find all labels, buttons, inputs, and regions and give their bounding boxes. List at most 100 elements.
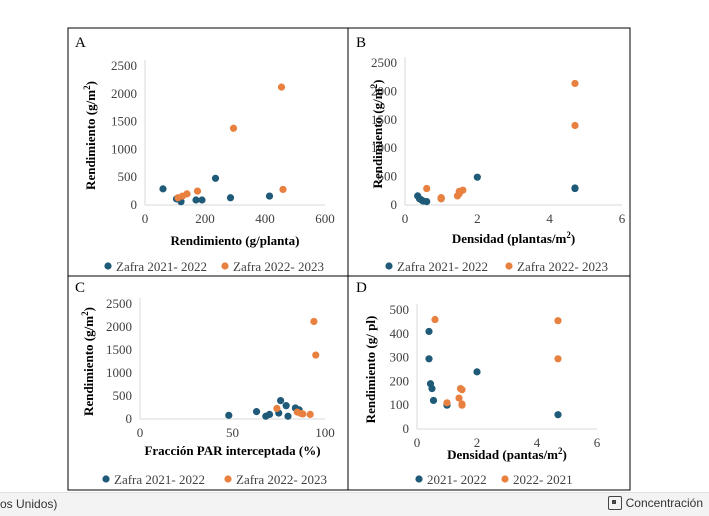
data-point-series-1 bbox=[225, 411, 233, 419]
legend-marker-series-1 bbox=[104, 262, 112, 270]
data-point-series-1 bbox=[428, 384, 436, 393]
y-tick-label: 2500 bbox=[106, 296, 132, 311]
focus-mode-label: Concentración bbox=[625, 496, 703, 510]
data-point-series-2 bbox=[312, 351, 320, 359]
data-point-series-1 bbox=[282, 402, 290, 410]
legend-marker-series-1 bbox=[102, 475, 110, 483]
data-point-series-1 bbox=[429, 396, 438, 405]
legend-label-series-2: 2022- 2021 bbox=[513, 472, 573, 487]
focus-mode-button[interactable]: Concentración bbox=[607, 496, 703, 510]
y-axis-label: Rendimiento (g/m2) bbox=[369, 80, 385, 189]
y-tick-label: 1000 bbox=[111, 141, 137, 156]
legend-label-series-1: Zafra 2021- 2022 bbox=[397, 259, 488, 274]
legend-marker-series-2 bbox=[505, 262, 513, 270]
y-tick-label: 1000 bbox=[371, 140, 397, 155]
legend-label-series-1: 2021- 2022 bbox=[427, 472, 487, 487]
y-tick-label: 500 bbox=[378, 169, 398, 184]
x-tick-label: 4 bbox=[546, 211, 553, 226]
legend-marker-series-2 bbox=[221, 262, 229, 270]
legend-label-series-1: Zafra 2021- 2022 bbox=[114, 472, 205, 487]
y-tick-label: 1500 bbox=[371, 112, 397, 127]
panel-frame bbox=[347, 275, 631, 491]
y-tick-label: 200 bbox=[390, 373, 410, 388]
x-axis-label: Rendimiento (g/planta) bbox=[171, 233, 300, 248]
data-point-series-2 bbox=[554, 317, 562, 325]
chart-panel-d: D 0 100 200 300 400 500 0 2 4 6 Densidad (pantas/m2… bbox=[347, 275, 631, 491]
y-tick-label: 100 bbox=[390, 397, 410, 412]
x-tick-label: 100 bbox=[315, 425, 335, 440]
data-point-series-1 bbox=[252, 408, 261, 416]
data-point-series-2 bbox=[459, 186, 467, 194]
y-tick-label: 1500 bbox=[111, 114, 137, 129]
y-tick-label: 2500 bbox=[111, 58, 137, 73]
y-tick-label: 400 bbox=[390, 326, 410, 341]
y-axis-label: Rendimiento (g/ pl) bbox=[363, 316, 378, 424]
chart-panel-c: C 0 500 1000 1500 2000 2500 0 50 100 Fracción PAR … bbox=[67, 275, 349, 491]
data-point-series-2 bbox=[554, 355, 562, 363]
x-tick-label: 50 bbox=[226, 425, 239, 440]
chart-panel-b: B 0 500 1000 1500 2000 2500 0 2 4 6 Densidad (plant… bbox=[347, 27, 631, 277]
data-point-series-1 bbox=[425, 327, 433, 336]
y-tick-label: 0 bbox=[391, 197, 398, 212]
x-axis-label: Fracción PAR interceptada (%) bbox=[144, 443, 320, 458]
y-tick-label: 500 bbox=[118, 169, 138, 184]
legend-label-series-2: Zafra 2022- 2023 bbox=[233, 259, 324, 274]
x-tick-label: 0 bbox=[414, 435, 421, 450]
data-point-series-1 bbox=[423, 197, 431, 206]
data-point-series-2 bbox=[571, 121, 579, 130]
legend-label-series-2: Zafra 2022- 2023 bbox=[517, 259, 608, 274]
data-point-series-2 bbox=[273, 404, 281, 413]
y-tick-label: 2000 bbox=[106, 319, 132, 334]
data-point-series-2 bbox=[279, 185, 287, 194]
x-tick-label: 200 bbox=[195, 211, 215, 226]
data-point-series-2 bbox=[229, 124, 238, 132]
y-axis-label: Rendimiento (g/m2) bbox=[82, 81, 98, 190]
y-tick-label: 1000 bbox=[106, 365, 132, 380]
legend-label-series-1: Zafra 2021- 2022 bbox=[116, 259, 207, 274]
y-tick-label: 2000 bbox=[371, 83, 397, 98]
legend-marker-series-2 bbox=[224, 475, 232, 483]
data-point-series-1 bbox=[159, 185, 167, 193]
x-tick-label: 0 bbox=[142, 211, 149, 226]
panel-label: C bbox=[75, 280, 85, 296]
chart-panel-a: A 0 500 1000 1500 2000 2500 0 200 400 600 Rendimien… bbox=[67, 27, 349, 277]
x-axis-label: Densidad (pantas/m2) bbox=[447, 446, 567, 462]
data-point-series-1 bbox=[473, 173, 481, 181]
y-tick-label: 2500 bbox=[371, 55, 397, 70]
data-point-series-2 bbox=[443, 399, 451, 407]
x-tick-label: 6 bbox=[619, 211, 626, 226]
y-axis-label: Rendimiento (g/m2) bbox=[80, 307, 96, 416]
x-tick-label: 2 bbox=[474, 211, 481, 226]
legend-marker-series-1 bbox=[385, 262, 393, 270]
panel-label: D bbox=[356, 280, 367, 296]
data-point-series-2 bbox=[423, 184, 431, 193]
y-tick-label: 0 bbox=[126, 411, 133, 426]
y-tick-label: 500 bbox=[390, 302, 410, 317]
data-point-series-2 bbox=[571, 79, 579, 88]
data-point-series-1 bbox=[226, 194, 235, 202]
legend-marker-series-1 bbox=[415, 475, 423, 483]
y-tick-label: 2000 bbox=[111, 86, 137, 101]
data-point-series-1 bbox=[265, 410, 274, 418]
legend-label-series-2: Zafra 2022- 2023 bbox=[236, 472, 327, 487]
y-tick-label: 0 bbox=[403, 421, 410, 436]
data-point-series-2 bbox=[431, 315, 439, 324]
x-tick-label: 2 bbox=[474, 435, 481, 450]
data-point-series-2 bbox=[299, 410, 307, 418]
data-point-series-1 bbox=[277, 397, 285, 405]
data-point-series-1 bbox=[425, 355, 433, 363]
data-point-series-1 bbox=[192, 196, 200, 204]
data-point-series-2 bbox=[455, 394, 463, 402]
data-point-series-2 bbox=[183, 190, 191, 198]
data-point-series-1 bbox=[284, 412, 292, 420]
focus-mode-icon bbox=[607, 496, 622, 510]
data-point-series-2 bbox=[437, 194, 445, 202]
x-tick-label: 400 bbox=[255, 211, 275, 226]
y-tick-label: 0 bbox=[131, 197, 138, 212]
data-point-series-2 bbox=[310, 317, 318, 326]
x-axis-label: Densidad (plantas/m2) bbox=[452, 230, 575, 246]
x-tick-label: 0 bbox=[137, 425, 144, 440]
y-tick-label: 300 bbox=[390, 350, 410, 365]
x-tick-label: 4 bbox=[534, 435, 541, 450]
